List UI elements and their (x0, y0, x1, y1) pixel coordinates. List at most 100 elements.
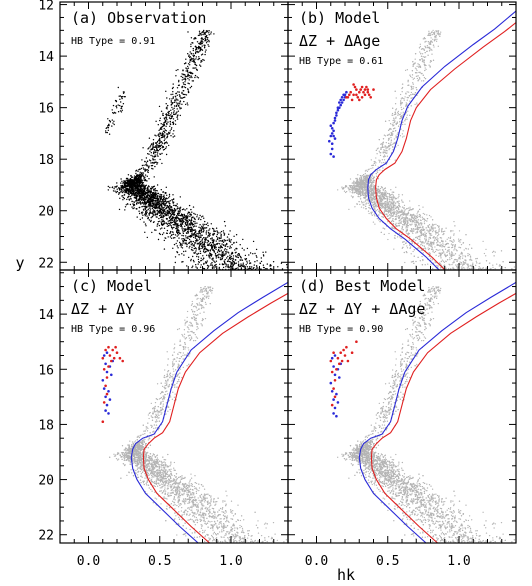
cmd-star-dot (116, 188, 118, 190)
cmd-star-dot (227, 239, 229, 241)
cmd-star-dot (231, 268, 234, 270)
cmd-star-dot (198, 57, 201, 60)
cmd-star-dot (149, 210, 151, 212)
cmd-star-dot (163, 195, 165, 198)
cmd-star-dot (228, 238, 230, 240)
cmd-star-dot (163, 202, 165, 204)
cmd-star-dot (174, 234, 177, 236)
cmd-star-dot (277, 266, 279, 268)
cmd-star-dot (193, 56, 195, 58)
cmd-star-dot (200, 59, 202, 62)
cmd-star-dot (187, 88, 189, 90)
cmd-star-dot (199, 241, 201, 243)
cmd-star-dot (402, 210, 404, 212)
cmd-star-dot (470, 264, 472, 267)
cmd-star-dot (195, 47, 198, 49)
cmd-star-dot (219, 257, 221, 259)
cmd-star-dot (192, 206, 195, 208)
cmd-star-dot (419, 230, 421, 233)
cmd-star-dot (389, 216, 391, 219)
cmd-star-dot (221, 256, 223, 258)
cmd-star-dot (176, 104, 178, 107)
cmd-star-dot (179, 103, 181, 105)
cmd-star-dot (193, 217, 196, 220)
cmd-star-dot (141, 197, 143, 199)
cmd-star-dot (178, 230, 180, 232)
cmd-star-dot (436, 224, 439, 227)
cmd-star-dot (223, 233, 226, 235)
cmd-star-dot (429, 32, 431, 35)
cmd-star-dot (153, 176, 155, 178)
cmd-star-dot (180, 217, 182, 220)
cmd-star-dot (177, 110, 180, 112)
cmd-star-dot (140, 190, 143, 192)
cmd-star-dot (146, 160, 149, 163)
cmd-star-dot (183, 73, 185, 76)
cmd-star-dot (118, 192, 120, 194)
cmd-star-dot (166, 197, 168, 200)
cmd-star-dot (399, 93, 402, 96)
cmd-star-dot (123, 181, 125, 184)
cmd-star-dot (141, 182, 144, 185)
cmd-star-dot (452, 239, 455, 241)
cmd-star-dot (157, 223, 159, 225)
cmd-star-dot (142, 197, 145, 199)
cmd-star-dot (183, 220, 185, 223)
cmd-star-dot (249, 267, 252, 270)
cmd-star-dot (223, 239, 225, 241)
cmd-star-dot (130, 174, 132, 177)
cmd-star-dot (139, 192, 141, 194)
cmd-star-dot (180, 246, 182, 248)
cmd-star-dot (211, 266, 214, 268)
cmd-star-dot (171, 121, 174, 124)
cmd-star-dot (191, 234, 193, 237)
cmd-star-dot (207, 234, 209, 237)
cmd-star-dot (214, 264, 216, 266)
cmd-star-dot (161, 219, 163, 221)
cmd-star-dot (170, 225, 173, 227)
cmd-star-dot (143, 164, 145, 166)
cmd-star-dot (161, 126, 163, 128)
cmd-star-dot (383, 161, 385, 164)
cmd-star-dot (190, 37, 193, 39)
cmd-star-dot (166, 136, 169, 138)
cmd-star-dot (188, 71, 191, 74)
cmd-star-dot (155, 204, 157, 207)
cmd-star-dot (168, 200, 170, 202)
cmd-star-dot (164, 214, 166, 216)
cmd-star-dot (475, 258, 477, 260)
cmd-star-dot (176, 245, 178, 247)
cmd-star-dot (205, 237, 207, 239)
cmd-star-dot (220, 254, 223, 256)
cmd-star-dot (167, 214, 169, 216)
cmd-star-dot (168, 131, 170, 134)
cmd-star-dot (209, 257, 211, 259)
cmd-star-dot (231, 266, 233, 268)
cmd-star-dot (225, 264, 227, 266)
cmd-star-dot (234, 268, 237, 270)
cmd-star-dot (169, 236, 172, 238)
cmd-star-dot (458, 254, 460, 256)
cmd-star-dot (136, 216, 138, 218)
cmd-star-dot (163, 220, 165, 223)
cmd-star-dot (148, 219, 151, 221)
cmd-star-dot (122, 188, 124, 190)
cmd-star-dot (197, 258, 200, 261)
cmd-star-dot (169, 222, 172, 224)
cmd-star-dot (248, 267, 250, 270)
cmd-star-dot (227, 246, 229, 248)
cmd-star-dot (392, 195, 394, 198)
cmd-star-dot (194, 231, 197, 233)
cmd-star-dot (150, 152, 152, 154)
cmd-star-dot (433, 223, 435, 226)
cmd-star-dot (189, 224, 192, 226)
cmd-star-dot (231, 257, 233, 260)
cmd-star-dot (122, 182, 124, 184)
cmd-star-dot (142, 208, 145, 210)
cmd-star-dot (152, 221, 155, 224)
cmd-star-dot (210, 33, 212, 35)
cmd-star-dot (417, 219, 420, 221)
cmd-star-dot (181, 85, 184, 88)
cmd-star-dot (144, 208, 147, 210)
cmd-star-dot (199, 252, 202, 255)
